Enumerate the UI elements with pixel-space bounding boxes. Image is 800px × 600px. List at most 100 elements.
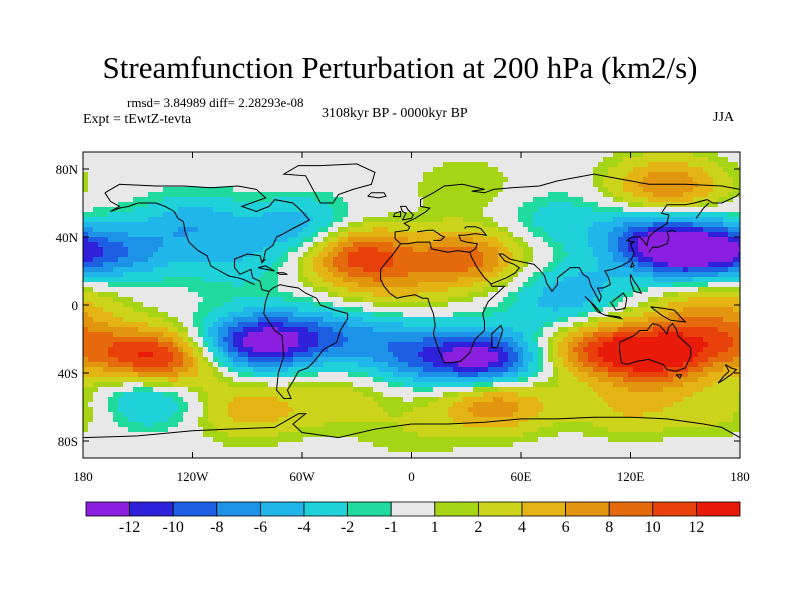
field-cell — [673, 262, 679, 268]
field-cell — [483, 292, 489, 298]
field-cell — [363, 222, 369, 228]
field-cell — [208, 217, 214, 223]
field-cell — [268, 317, 274, 323]
field-cell — [438, 197, 444, 203]
field-cell — [703, 262, 709, 268]
field-cell — [478, 322, 484, 328]
field-cell — [143, 167, 149, 173]
field-cell — [508, 222, 514, 228]
field-cell — [483, 272, 489, 278]
field-cell — [623, 187, 629, 193]
field-cell — [623, 257, 629, 263]
field-cell — [163, 282, 169, 288]
field-cell — [583, 337, 589, 343]
field-cell — [113, 337, 119, 343]
field-cell — [498, 152, 504, 158]
field-cell — [638, 167, 644, 173]
field-cell — [658, 307, 664, 313]
field-cell — [243, 152, 249, 158]
field-cell — [633, 242, 639, 248]
field-cell — [143, 322, 149, 328]
field-cell — [678, 317, 684, 323]
field-cell — [153, 222, 159, 228]
field-cell — [733, 292, 739, 298]
field-cell — [163, 187, 169, 193]
field-cell — [198, 222, 204, 228]
field-cell — [603, 237, 609, 243]
field-cell — [258, 332, 264, 338]
field-cell — [528, 172, 534, 178]
field-cell — [563, 187, 569, 193]
field-cell — [118, 312, 124, 318]
field-cell — [708, 177, 714, 183]
field-cell — [198, 192, 204, 198]
field-cell — [323, 177, 329, 183]
field-cell — [608, 302, 614, 308]
field-cell — [283, 252, 289, 258]
field-cell — [653, 262, 659, 268]
field-cell — [278, 277, 284, 283]
field-cell — [233, 207, 239, 213]
field-cell — [658, 327, 664, 333]
field-cell — [513, 207, 519, 213]
field-cell — [523, 162, 529, 168]
field-cell — [388, 307, 394, 313]
field-cell — [663, 247, 669, 253]
field-cell — [343, 182, 349, 188]
field-cell — [148, 287, 154, 293]
field-cell — [553, 167, 559, 173]
field-cell — [388, 267, 394, 273]
field-cell — [283, 162, 289, 168]
field-cell — [443, 322, 449, 328]
field-cell — [148, 192, 154, 198]
field-cell — [518, 337, 524, 343]
field-cell — [343, 247, 349, 253]
field-cell — [683, 247, 689, 253]
field-cell — [423, 302, 429, 308]
field-cell — [123, 327, 129, 333]
field-cell — [358, 172, 364, 178]
field-cell — [153, 217, 159, 223]
field-cell — [333, 152, 339, 158]
field-cell — [338, 217, 344, 223]
field-cell — [213, 302, 219, 308]
field-cell — [318, 237, 324, 243]
field-cell — [218, 272, 224, 278]
field-cell — [113, 262, 119, 268]
field-cell — [348, 322, 354, 328]
field-cell — [198, 202, 204, 208]
field-cell — [183, 242, 189, 248]
field-cell — [173, 317, 179, 323]
field-cell — [83, 192, 89, 198]
field-cell — [173, 207, 179, 213]
field-cell — [413, 317, 419, 323]
field-cell — [643, 157, 649, 163]
field-cell — [208, 187, 214, 193]
field-cell — [128, 282, 134, 288]
field-cell — [433, 287, 439, 293]
field-cell — [138, 232, 144, 238]
field-cell — [543, 262, 549, 268]
field-cell — [193, 332, 199, 338]
field-cell — [253, 167, 259, 173]
field-cell — [238, 327, 244, 333]
field-cell — [528, 297, 534, 303]
field-cell — [148, 312, 154, 318]
field-cell — [383, 222, 389, 228]
field-cell — [698, 262, 704, 268]
field-cell — [258, 267, 264, 273]
field-cell — [393, 217, 399, 223]
field-cell — [143, 217, 149, 223]
field-cell — [443, 337, 449, 343]
field-cell — [163, 162, 169, 168]
field-cell — [168, 222, 174, 228]
field-cell — [108, 167, 114, 173]
field-cell — [718, 277, 724, 283]
field-cell — [108, 177, 114, 183]
field-cell — [308, 177, 314, 183]
field-cell — [558, 172, 564, 178]
field-cell — [328, 332, 334, 338]
field-cell — [428, 157, 434, 163]
field-cell — [113, 332, 119, 338]
field-cell — [513, 222, 519, 228]
